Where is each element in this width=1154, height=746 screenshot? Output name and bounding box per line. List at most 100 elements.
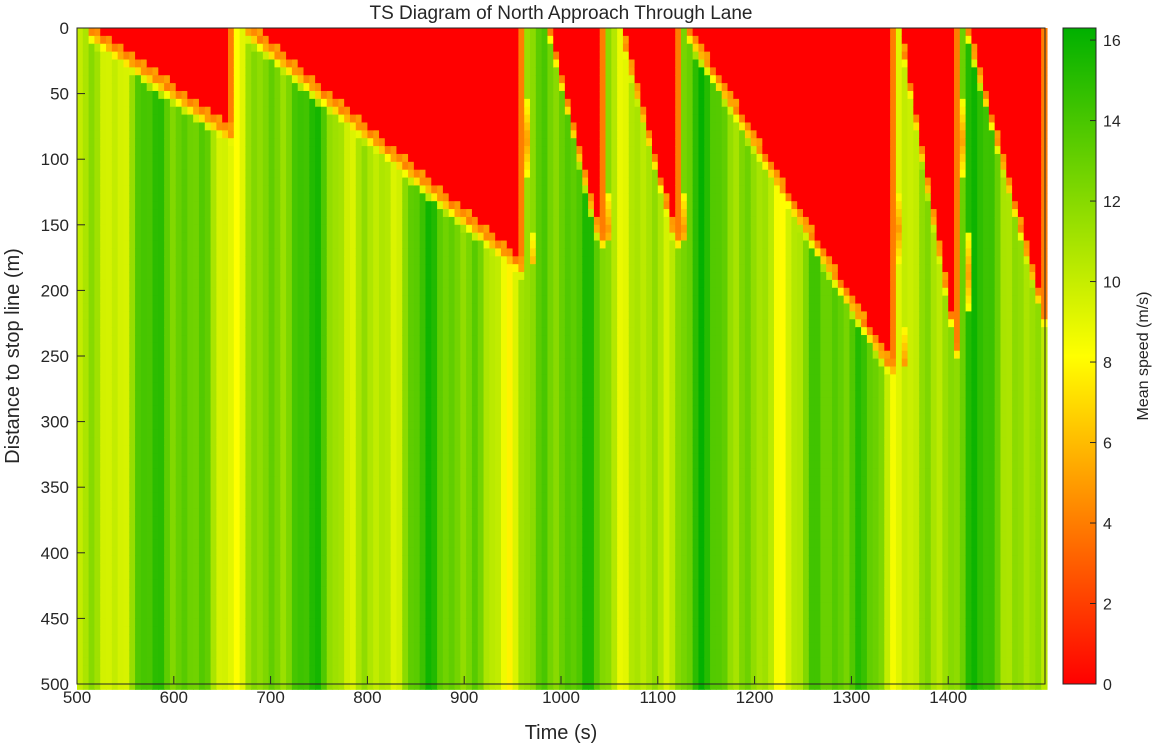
heatmap-cell	[361, 460, 368, 470]
heatmap-cell	[233, 122, 241, 131]
heatmap-cell	[123, 594, 130, 604]
heatmap-cell	[152, 405, 159, 415]
heatmap-cell	[117, 468, 125, 478]
heatmap-cell	[396, 539, 403, 549]
heatmap-cell	[326, 516, 334, 525]
heatmap-cell	[140, 335, 148, 344]
heatmap-cell	[286, 153, 293, 163]
heatmap-cell	[198, 649, 206, 659]
heatmap-cell	[309, 539, 316, 549]
heatmap-cell	[367, 67, 374, 76]
heatmap-cell	[419, 161, 427, 171]
heatmap-cell	[274, 311, 281, 320]
heatmap-cell	[245, 327, 252, 336]
heatmap-cell	[77, 421, 84, 431]
heatmap-cell	[262, 618, 270, 627]
heatmap-cell	[198, 335, 206, 344]
heatmap-cell	[367, 484, 374, 494]
heatmap-cell	[193, 649, 200, 659]
heatmap-cell	[233, 586, 241, 596]
heatmap-cell	[344, 59, 351, 68]
heatmap-cell	[222, 547, 229, 557]
heatmap-cell	[204, 523, 212, 533]
heatmap-cell	[326, 327, 334, 336]
heatmap-cell	[408, 634, 415, 643]
heatmap-cell	[158, 579, 165, 588]
heatmap-cell	[286, 523, 293, 533]
heatmap-cell	[216, 453, 223, 462]
heatmap-cell	[117, 445, 125, 454]
heatmap-cell	[245, 421, 252, 431]
heatmap-cell	[77, 492, 84, 501]
heatmap-cell	[210, 272, 217, 281]
heatmap-cell	[146, 445, 154, 454]
heatmap-cell	[210, 264, 217, 273]
heatmap-cell	[117, 248, 125, 257]
heatmap-cell	[349, 508, 357, 517]
heatmap-cell	[384, 555, 392, 564]
heatmap-cell	[326, 106, 334, 116]
heatmap-cell	[123, 523, 130, 533]
heatmap-cell	[297, 335, 305, 344]
heatmap-cell	[228, 35, 235, 45]
heatmap-cell	[94, 177, 101, 187]
heatmap-cell	[396, 634, 403, 643]
heatmap-cell	[396, 177, 403, 187]
heatmap-cell	[419, 51, 427, 61]
heatmap-cell	[193, 75, 200, 84]
heatmap-cell	[146, 484, 154, 494]
heatmap-cell	[94, 279, 101, 289]
heatmap-cell	[187, 146, 194, 155]
heatmap-cell	[198, 547, 206, 557]
heatmap-cell	[169, 421, 177, 431]
heatmap-cell	[326, 256, 334, 265]
heatmap-cell	[175, 390, 183, 399]
heatmap-cell	[164, 397, 171, 407]
heatmap-cell	[291, 571, 299, 580]
heatmap-cell	[315, 185, 322, 194]
heatmap-cell	[239, 555, 247, 564]
heatmap-cell	[402, 460, 409, 470]
heatmap-cell	[129, 201, 136, 210]
heatmap-cell	[117, 476, 125, 486]
heatmap-cell	[228, 397, 235, 407]
heatmap-cell	[216, 390, 223, 399]
heatmap-cell	[94, 657, 101, 667]
heatmap-cell	[222, 161, 229, 171]
heatmap-cell	[135, 429, 142, 438]
heatmap-cell	[349, 185, 357, 194]
heatmap-cell	[82, 523, 90, 533]
heatmap-cell	[216, 649, 223, 659]
heatmap-cell	[344, 681, 351, 690]
heatmap-cell	[297, 130, 305, 139]
heatmap-cell	[413, 642, 421, 651]
heatmap-cell	[413, 405, 421, 415]
heatmap-cell	[413, 153, 421, 163]
heatmap-cell	[222, 579, 229, 588]
heatmap-cell	[106, 311, 113, 320]
heatmap-cell	[210, 319, 217, 328]
heatmap-cell	[390, 83, 398, 92]
heatmap-cell	[146, 98, 154, 108]
heatmap-cell	[268, 248, 276, 257]
heatmap-cell	[268, 397, 276, 407]
heatmap-cell	[332, 390, 339, 399]
heatmap-cell	[245, 216, 252, 226]
heatmap-cell	[262, 59, 270, 68]
heatmap-cell	[94, 75, 101, 84]
heatmap-cell	[204, 571, 212, 580]
heatmap-cell	[309, 665, 316, 675]
heatmap-cell	[140, 51, 148, 61]
heatmap-cell	[111, 311, 119, 320]
heatmap-cell	[187, 665, 194, 675]
heatmap-cell	[117, 256, 125, 265]
heatmap-cell	[181, 35, 188, 45]
heatmap-cell	[355, 460, 363, 470]
heatmap-cell	[239, 539, 247, 549]
heatmap-cell	[158, 75, 165, 84]
heatmap-cell	[373, 390, 380, 399]
heatmap-cell	[187, 563, 194, 572]
heatmap-cell	[251, 138, 258, 147]
heatmap-cell	[123, 272, 130, 281]
heatmap-cell	[193, 201, 200, 210]
